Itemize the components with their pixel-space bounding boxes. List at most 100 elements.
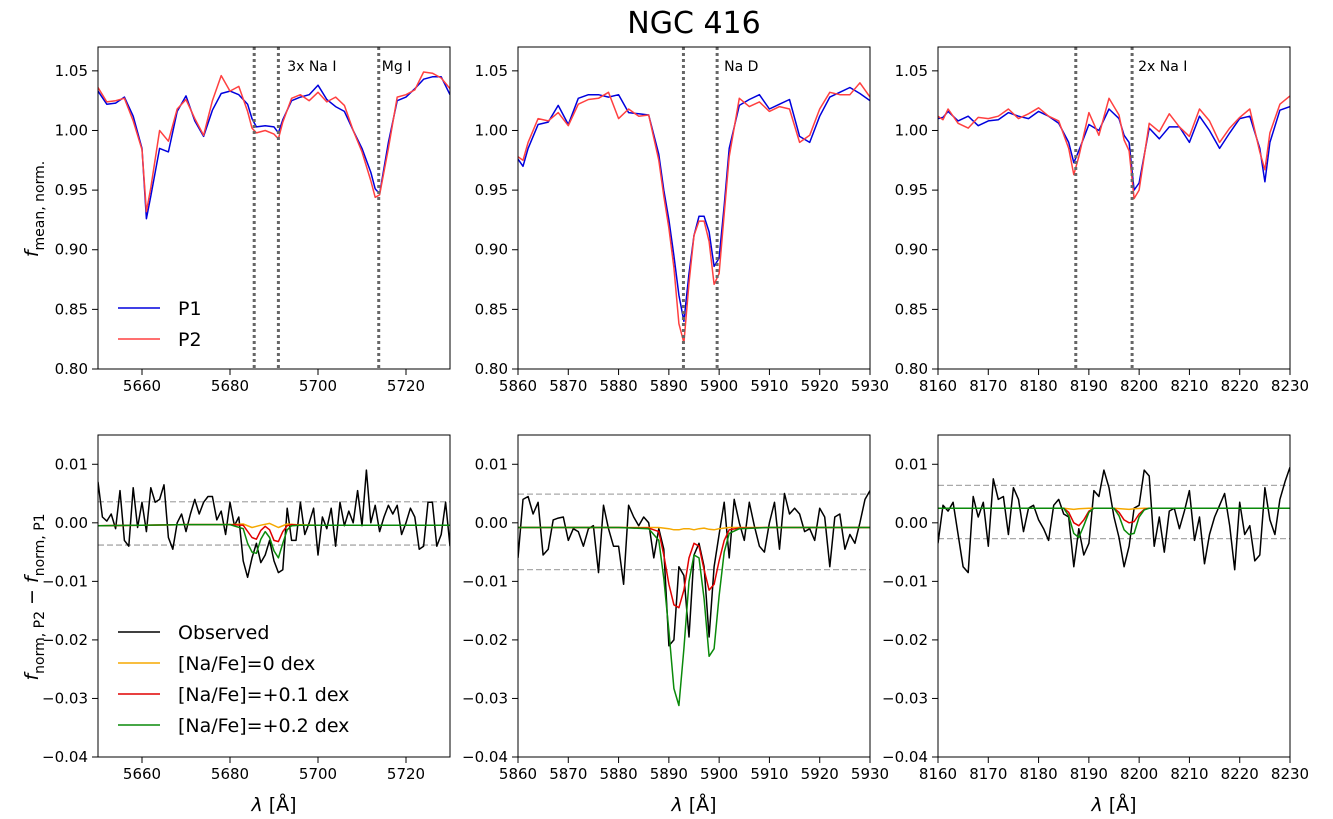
x-tick-label: 5720 [387,765,425,783]
x-tick-label: 5870 [549,377,587,395]
annotation-1: 2x Na I [1138,59,1187,75]
bottom-ylabel: fnorm, P2 − fnorm, P1 [21,513,48,680]
x-tick-label: 8160 [919,765,957,783]
y-tick-label: 0.01 [475,455,508,473]
x-tick-label: 8220 [1221,377,1259,395]
xlabel-left-unit: [Å] [263,793,297,816]
x-tick-label: 5900 [700,765,738,783]
legend-bottom: Observed [Na/Fe]=0 dex [Na/Fe]=+0.1 dex … [118,622,349,737]
axes-frame [937,46,1291,370]
y-tick-label: 0.00 [475,514,508,532]
y-tick-label: 1.05 [895,62,928,80]
series-line-p2 [98,71,450,213]
series-line-na-fe-0-dex [518,526,870,531]
x-tick-label: 5900 [700,377,738,395]
y-tick-label: 1.05 [55,62,88,80]
y-tick-label: 0.01 [895,455,928,473]
y-tick-label: 0.95 [895,181,928,199]
x-tick-label: 8210 [1170,765,1208,783]
x-tick-label: 5870 [549,765,587,783]
series-line-na-fe-0-1-dex [518,526,870,609]
y-tick-label: 1.00 [895,121,928,139]
x-tick-label: 8170 [969,765,1007,783]
x-tick-label: 5880 [599,377,637,395]
y-tick-label: 0.90 [475,241,508,259]
series-line-observed [938,466,1290,574]
legend-top: P1 P2 [118,298,202,351]
legend-bottom-na0-label: [Na/Fe]=0 dex [178,653,315,675]
y-tick-label: −0.01 [882,572,928,590]
figure-title: NGC 416 [627,6,760,41]
xlabel-left-sym: λ [250,794,262,816]
y-tick-label: 0.90 [55,241,88,259]
series-line-na-fe-0-2-dex [938,507,1290,539]
y-tick-label: 0.95 [475,181,508,199]
annotation-1: 3x Na I [287,59,336,75]
series-line-na-fe-0-2-dex [518,526,870,707]
x-tick-label: 5880 [599,765,637,783]
panel-bottom-middle: 5860 5870 5880 5890 5900 5910 5920 5930 −0.04 −0.… [462,434,889,783]
y-tick-label: 0.01 [55,455,88,473]
x-tick-label: 5910 [750,765,788,783]
x-tick-label: 8230 [1271,377,1309,395]
legend-bottom-observed-label: Observed [178,622,269,644]
x-tick-label: 8170 [969,377,1007,395]
x-tick-label: 5890 [650,765,688,783]
legend-bottom-na01-label: [Na/Fe]=+0.1 dex [178,684,349,706]
series-group [938,466,1290,574]
panel-bottom-left: 5660 5680 5700 5720 −0.04 −0.03 −0.02 −0.01 0.00… [42,434,451,783]
x-tick-label: 8230 [1271,765,1309,783]
x-tick-label: 5680 [211,765,249,783]
series-group [518,82,870,344]
x-tick-label: 5860 [499,377,537,395]
y-tick-label: 1.00 [475,121,508,139]
y-tick-label: 0.00 [895,514,928,532]
x-tick-label: 8160 [919,377,957,395]
bottom-ylabel-a-sub: norm, P2 [32,611,48,674]
xlabel-middle-sym: λ [670,794,682,816]
y-tick-label: −0.02 [42,631,88,649]
axes-frame [937,434,1291,758]
x-tick-label: 8200 [1120,765,1158,783]
xlabel-right-unit: [Å] [1103,793,1137,816]
x-tick-label: 8180 [1019,377,1057,395]
bottom-ylabel-op: − [21,583,43,611]
series-line-p1 [98,76,450,220]
y-tick-label: −0.03 [882,689,928,707]
y-tick-label: −0.01 [462,572,508,590]
series-group [98,71,450,220]
x-tick-label: 5700 [299,765,337,783]
x-tick-label: 5720 [387,377,425,395]
x-tick-label: 5890 [650,377,688,395]
x-tick-label: 8200 [1120,377,1158,395]
series-line-p2 [938,95,1290,200]
bottom-ylabel-b-sub: norm, P1 [32,513,48,576]
y-tick-label: 0.80 [475,360,508,378]
panels: 3x Na I Mg I 5660 5680 5700 5720 0.80 0.85 0.90 0… [42,46,1309,783]
x-tick-label: 8210 [1170,377,1208,395]
series-group [98,469,450,579]
x-tick-label: 5660 [123,765,161,783]
y-tick-label: −0.01 [42,572,88,590]
y-tick-label: −0.02 [462,631,508,649]
x-tick-label: 8220 [1221,765,1259,783]
axes-frame [517,46,871,370]
xlabel-middle-unit: [Å] [683,793,717,816]
panel-top-middle: Na D 5860 5870 5880 5890 5900 5910 5920 5930 0.80… [475,46,889,395]
panel-top-left: 3x Na I Mg I 5660 5680 5700 5720 0.80 0.85 0.90 0… [55,46,451,395]
series-line-na-fe-0-1-dex [98,523,450,543]
top-ylabel-sub: mean, norm. [32,161,48,251]
legend-top-p2-label: P2 [178,329,202,351]
annotation-2: Mg I [382,59,412,75]
annotation-1: Na D [724,59,758,75]
y-tick-label: 0.00 [55,514,88,532]
series-group [518,490,870,707]
xlabel-right: λ [Å] [1090,793,1136,816]
y-tick-label: 0.80 [895,360,928,378]
series-line-observed [518,490,870,647]
panel-bottom-right: 8160 8170 8180 8190 8200 8210 8220 8230 −0.04 −0.… [882,434,1309,783]
y-tick-label: 0.85 [55,300,88,318]
axes-frame [97,46,451,370]
series-line-p2 [518,82,870,344]
